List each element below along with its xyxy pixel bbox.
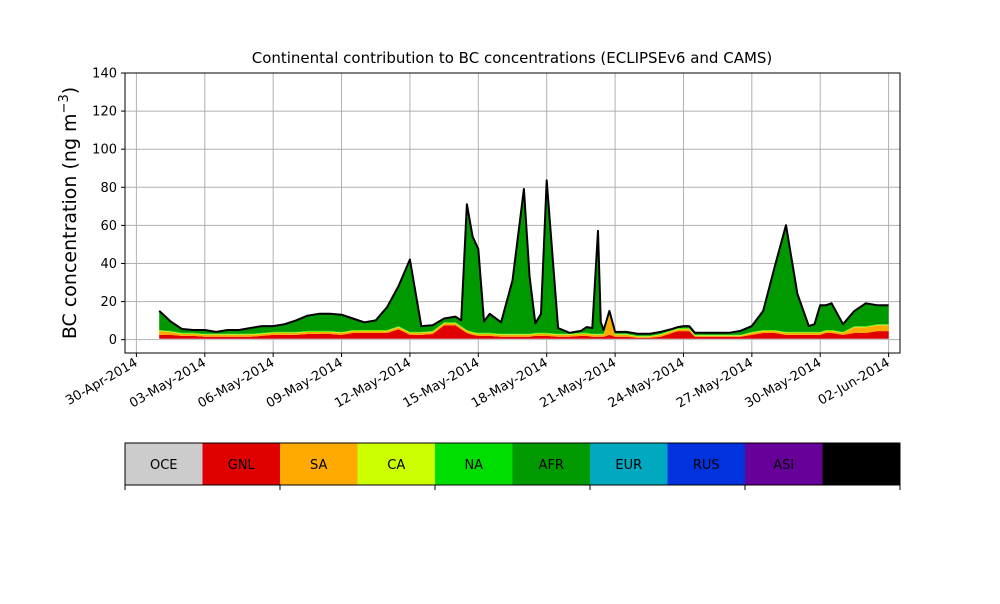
colorbar-swatch-eur [590, 443, 668, 485]
plot-frame [124, 72, 901, 354]
y-tick-label: 40 [100, 257, 117, 272]
colorbar-label: RUS [693, 458, 720, 473]
colorbar-swatch-sa [280, 443, 358, 485]
colorbar-label: SA [310, 458, 327, 473]
x-tick-label: 30-May-2014 [743, 355, 825, 411]
colorbar-label: AUS [848, 458, 875, 473]
area-sa [159, 314, 889, 338]
area-oce [159, 338, 889, 340]
colorbar-label: EUR [615, 458, 642, 473]
colorbar-label: AFR [539, 458, 564, 473]
colorbar-label: GNL [228, 458, 256, 473]
x-tick-label: 09-May-2014 [264, 355, 346, 411]
x-tick-label: 12-May-2014 [332, 355, 414, 411]
colorbar-swatch-asi [745, 443, 823, 485]
region-colorbar-legend: OCE GNL SA CA NA AFR EUR RUS ASI AUS [124, 442, 901, 490]
y-axis-label-main: BC concentration (ng m [59, 113, 81, 339]
colorbar-swatch-afr [512, 443, 590, 485]
x-tick-label: 27-May-2014 [674, 355, 756, 411]
area-gnl [159, 325, 889, 339]
colorbar-label: CA [387, 458, 405, 473]
x-tick-label: 03-May-2014 [127, 355, 209, 411]
y-tick-label: 80 [100, 181, 117, 196]
colorbar-swatch-gnl [202, 443, 280, 485]
y-axis-label-superscript: −3 [57, 94, 72, 113]
x-tick-label: 24-May-2014 [606, 355, 688, 411]
area-afr [159, 180, 889, 336]
colorbar-label: NA [464, 458, 483, 473]
colorbar-swatch-aus [822, 443, 900, 485]
colorbar-label: ASI [773, 458, 794, 473]
chart-title: Continental contribution to BC concentra… [252, 49, 773, 67]
y-tick-label: 140 [92, 67, 117, 82]
x-tick-label: 15-May-2014 [401, 355, 483, 411]
colorbar-swatch-ca [357, 443, 435, 485]
y-axis-label: BC concentration (ng m−3) [57, 87, 81, 339]
total-concentration-line [158, 179, 889, 335]
colorbar-frame [124, 442, 901, 486]
y-axis-ticks: 0 20 40 60 80 100 120 140 [92, 67, 125, 348]
colorbar-swatch-rus [667, 443, 745, 485]
stacked-areas [159, 180, 889, 340]
y-tick-label: 0 [109, 333, 117, 348]
colorbar-swatch-oce [125, 443, 203, 485]
area-na [159, 312, 889, 337]
area-ca [159, 313, 889, 337]
colorbar-label: OCE [150, 458, 178, 473]
x-tick-label: 06-May-2014 [195, 355, 277, 411]
x-tick-label: 02-Jun-2014 [816, 355, 893, 408]
x-tick-label: 18-May-2014 [469, 355, 551, 411]
colorbar-swatch-na [435, 443, 513, 485]
y-tick-label: 20 [100, 295, 117, 310]
y-axis-label-close: ) [59, 87, 81, 94]
x-tick-label: 21-May-2014 [537, 355, 619, 411]
y-tick-label: 60 [100, 219, 117, 234]
x-axis-ticks: 30-Apr-201403-May-201406-May-201409-May-… [63, 353, 893, 411]
y-tick-label: 120 [92, 105, 117, 120]
y-tick-label: 100 [92, 143, 117, 158]
